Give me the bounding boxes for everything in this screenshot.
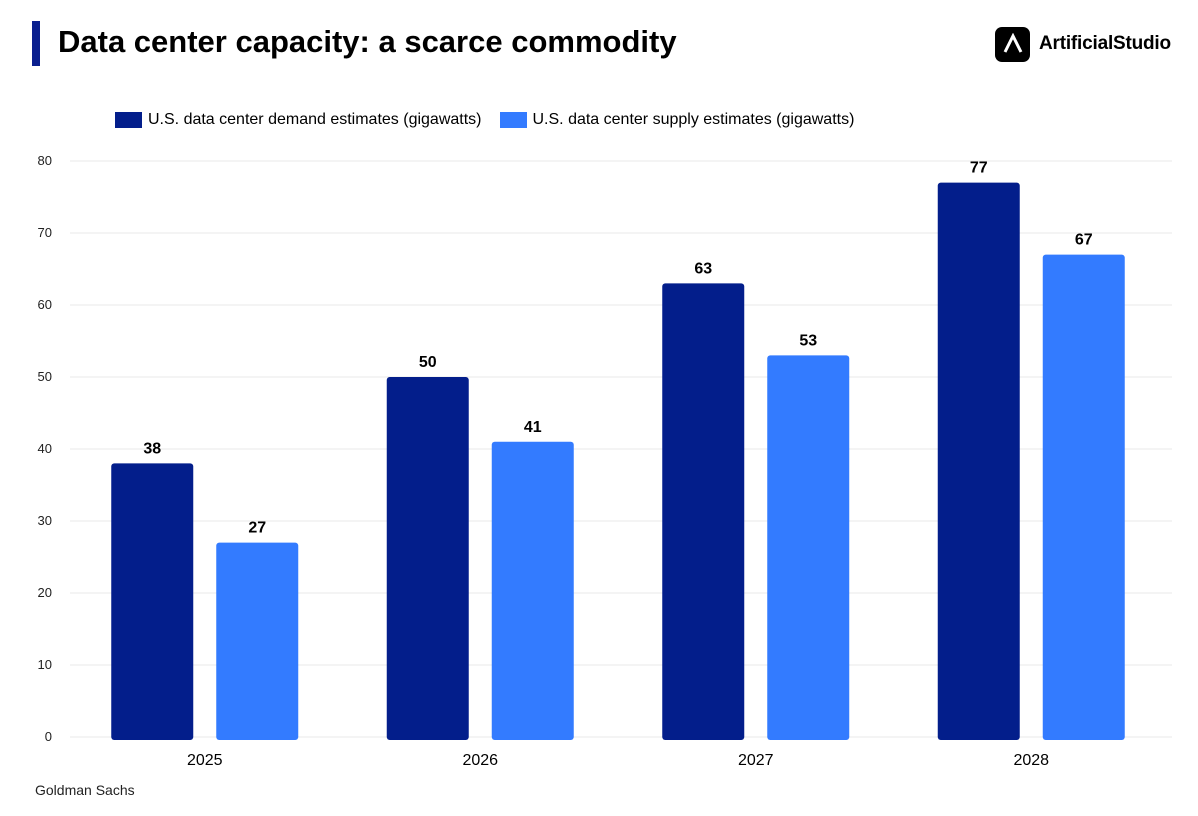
data-label: 53	[799, 332, 817, 349]
legend-swatch-supply	[499, 112, 527, 128]
chart-title: Data center capacity: a scarce commodity	[58, 24, 677, 59]
data-label: 50	[419, 354, 437, 371]
y-tick-label: 50	[38, 369, 52, 384]
artificialstudio-logo-icon	[995, 26, 1030, 62]
y-tick-label: 10	[38, 657, 52, 672]
y-tick-label: 60	[38, 297, 52, 312]
bar-demand	[111, 463, 194, 740]
y-tick-label: 70	[38, 225, 52, 240]
x-tick-label: 2025	[187, 752, 223, 769]
chart-legend: U.S. data center demand estimates (gigaw…	[115, 111, 872, 129]
bar-supply	[491, 441, 574, 740]
data-label: 77	[970, 160, 988, 177]
brand-name: ArtificialStudio	[1039, 33, 1171, 54]
bar-demand	[386, 377, 469, 740]
y-tick-label: 40	[38, 441, 52, 456]
x-tick-label: 2027	[738, 752, 774, 769]
x-tick-label: 2026	[462, 752, 498, 769]
legend-item-demand: U.S. data center demand estimates (gigaw…	[115, 111, 482, 129]
y-tick-label: 80	[38, 153, 52, 168]
bar-demand	[937, 182, 1020, 741]
data-label: 63	[694, 260, 712, 277]
legend-label-demand: U.S. data center demand estimates (gigaw…	[148, 111, 482, 128]
source-note: Goldman Sachs	[35, 782, 135, 798]
data-label: 38	[143, 440, 161, 457]
data-label: 41	[524, 419, 542, 436]
legend-item-supply: U.S. data center supply estimates (gigaw…	[499, 111, 855, 129]
legend-label-supply: U.S. data center supply estimates (gigaw…	[532, 111, 855, 128]
bar-demand	[662, 283, 745, 740]
title-accent-bar	[32, 21, 40, 66]
bar-supply	[767, 355, 850, 740]
brand-logo: ArtificialStudio	[995, 26, 1171, 62]
bar-supply	[1042, 254, 1125, 740]
legend-swatch-demand	[115, 112, 142, 128]
data-label: 67	[1075, 232, 1093, 249]
y-tick-label: 30	[38, 513, 52, 528]
data-label: 27	[248, 520, 266, 537]
bar-supply	[216, 542, 299, 740]
y-tick-label: 20	[38, 585, 52, 600]
y-tick-label: 0	[45, 729, 52, 744]
x-tick-label: 2028	[1013, 752, 1049, 769]
